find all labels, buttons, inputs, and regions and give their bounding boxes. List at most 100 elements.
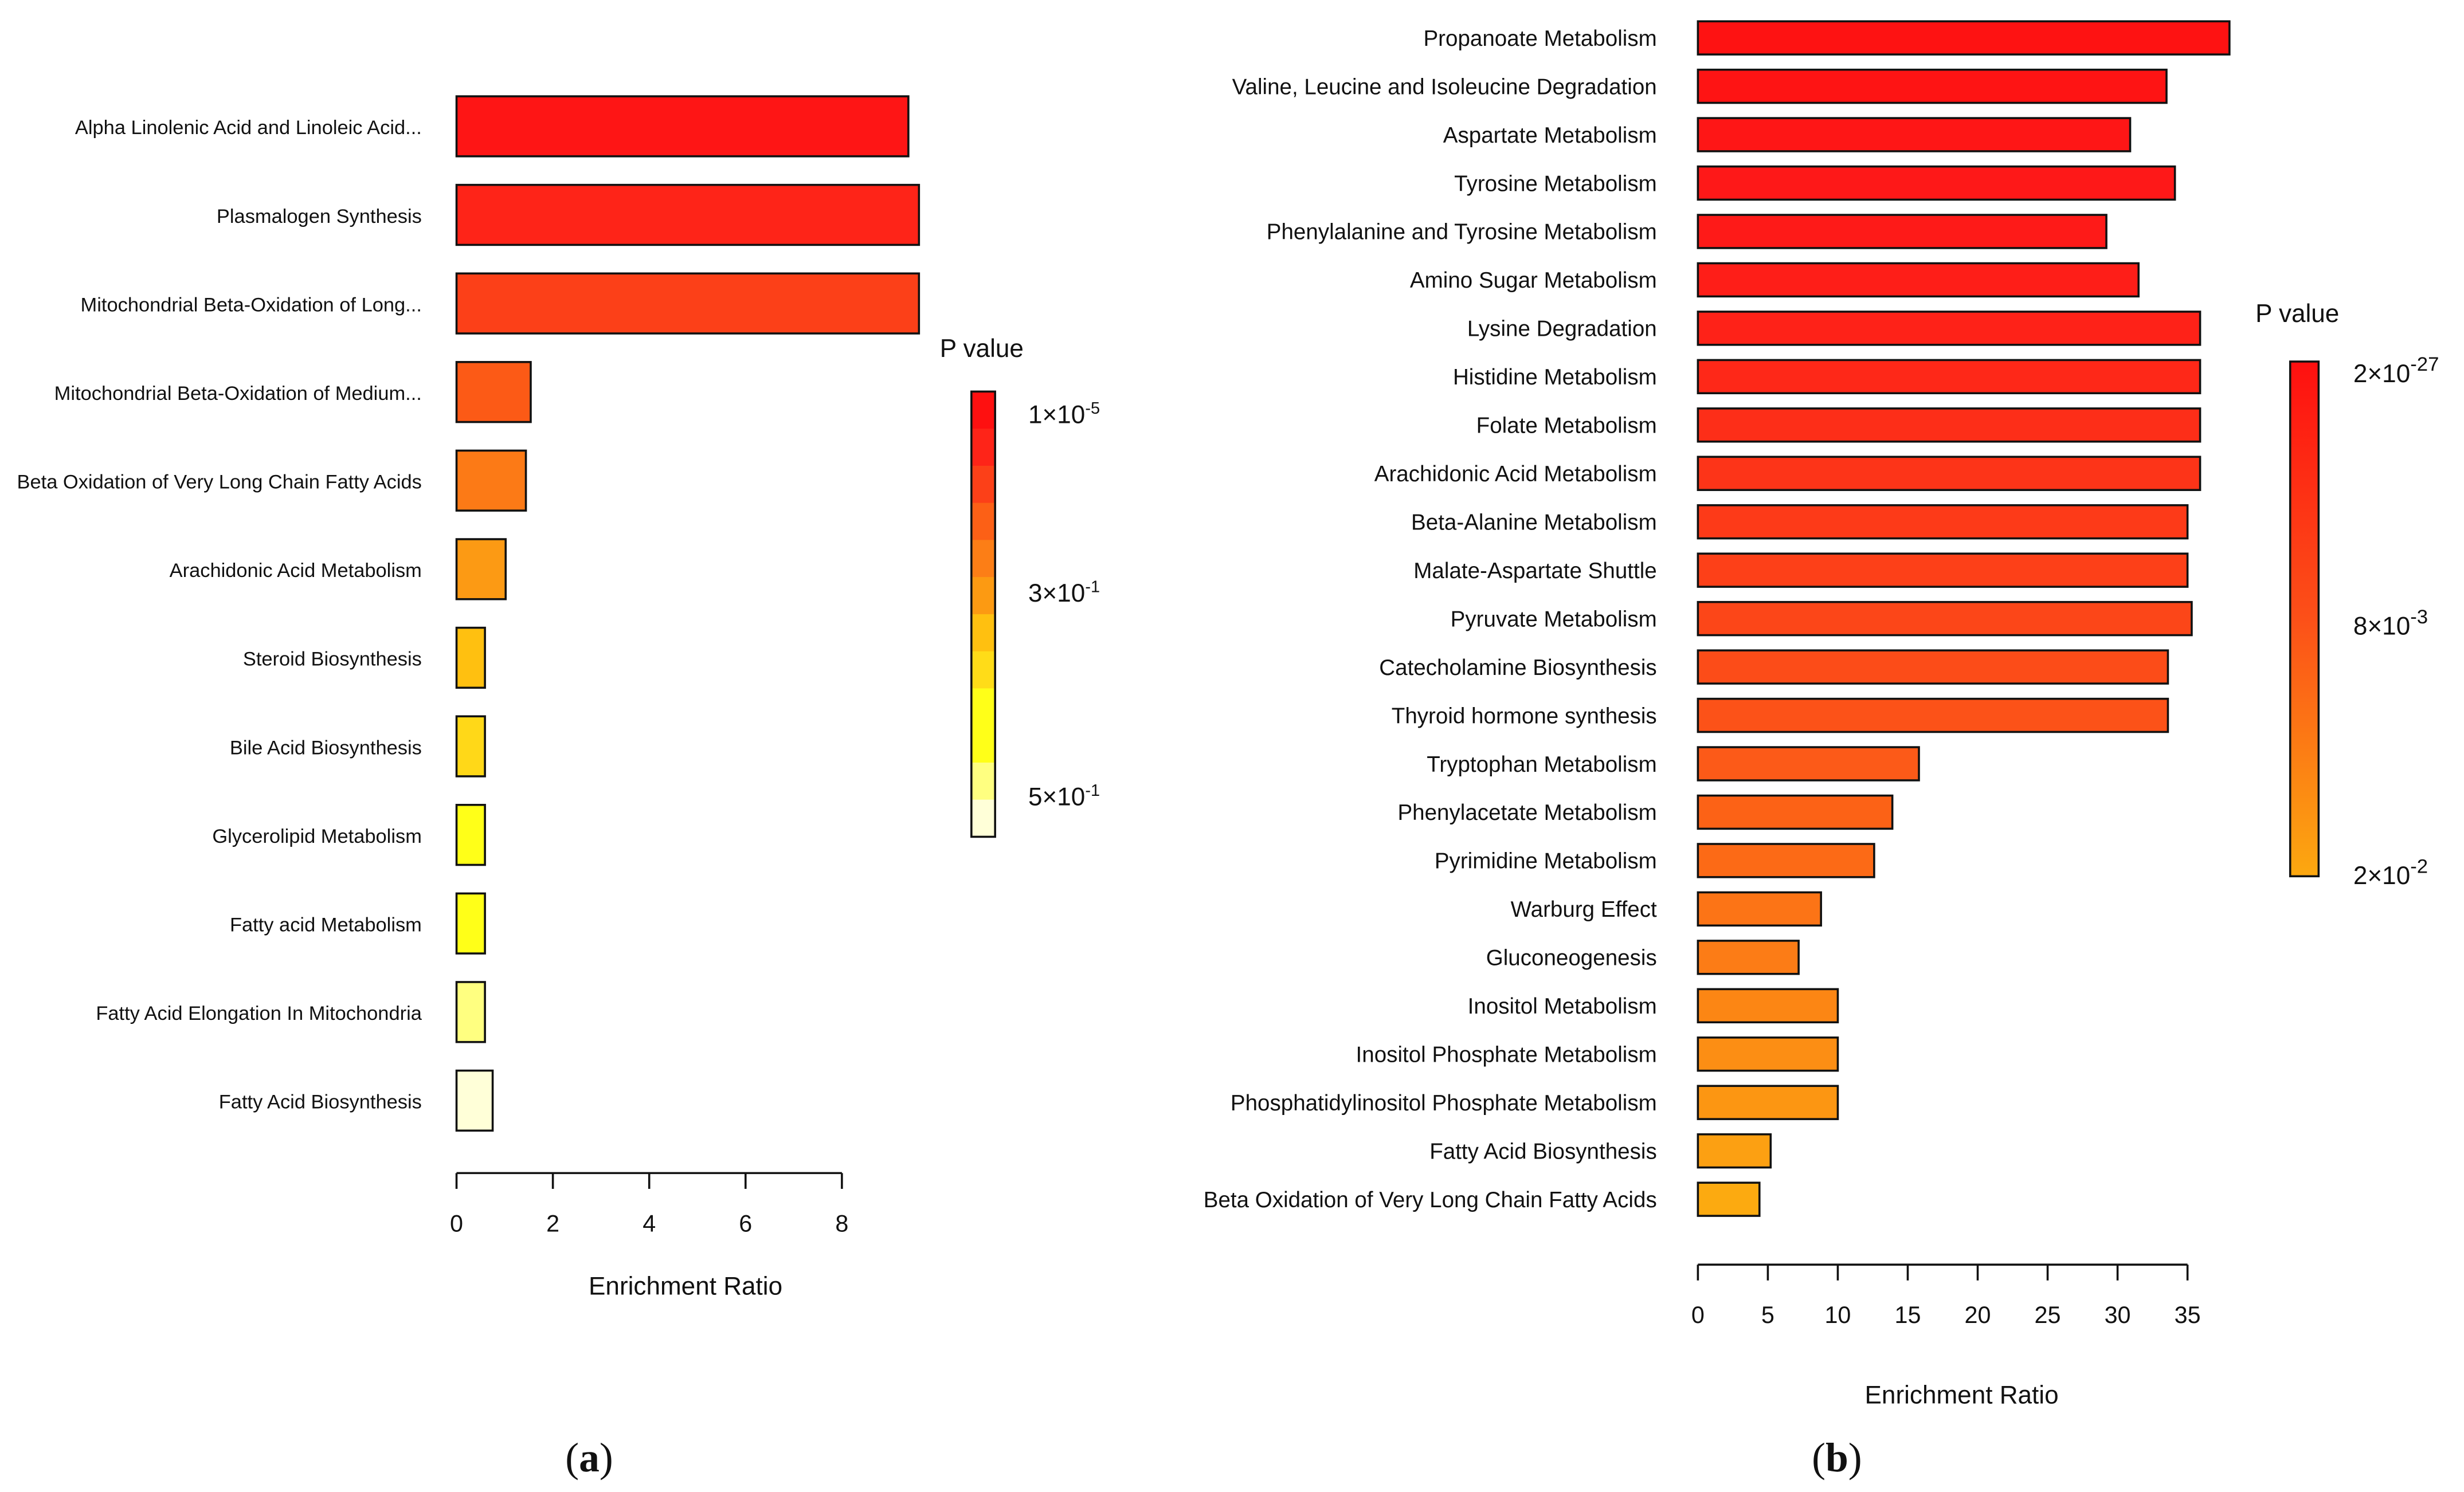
- bar: [1697, 552, 2189, 588]
- legend-color-step: [971, 540, 996, 578]
- category-label: Steroid Biosynthesis: [243, 649, 422, 670]
- x-tick-label: 15: [1894, 1302, 1921, 1328]
- category-label: Tryptophan Metabolism: [1427, 752, 1657, 777]
- category-label: Aspartate Metabolism: [1443, 123, 1657, 148]
- legend-tick-base: 1×10: [1028, 401, 1085, 429]
- x-tick-label: 20: [1965, 1302, 1991, 1328]
- category-label: Gluconeogenesis: [1486, 946, 1657, 971]
- bar: [1697, 600, 2193, 637]
- x-tick-label: 35: [2175, 1302, 2201, 1328]
- legend-color-step: [971, 614, 996, 653]
- bar: [1697, 359, 2201, 395]
- category-label: Fatty acid Metabolism: [230, 914, 422, 936]
- bar: [1697, 649, 2169, 685]
- legend-color-step: [971, 725, 996, 764]
- bar: [1697, 165, 2176, 201]
- legend-color-step: [971, 391, 996, 430]
- category-label: Phenylacetate Metabolism: [1397, 800, 1656, 825]
- bar: [1697, 697, 2169, 733]
- bar: [1697, 1036, 1839, 1072]
- bar: [455, 715, 486, 778]
- category-label: Valine, Leucine and Isoleucine Degradati…: [1232, 74, 1657, 99]
- legend-tick-exponent: -27: [2410, 354, 2439, 375]
- category-label: Thyroid hormone synthesis: [1392, 704, 1657, 728]
- legend-color-step: [971, 688, 996, 727]
- bar: [455, 538, 507, 600]
- category-label: Pyrimidine Metabolism: [1435, 849, 1657, 874]
- bar: [455, 95, 910, 158]
- bar: [1697, 988, 1839, 1024]
- legend-color-step: [971, 762, 996, 801]
- category-label: Arachidonic Acid Metabolism: [170, 560, 422, 582]
- bar: [455, 183, 920, 246]
- bar: [1697, 311, 2201, 346]
- bar: [1697, 456, 2201, 491]
- x-tick-label: 10: [1824, 1302, 1851, 1328]
- legend-tick-exponent: -1: [1085, 782, 1100, 800]
- bar: [1697, 214, 2107, 249]
- bar: [455, 892, 486, 955]
- category-label: Bile Acid Biosynthesis: [230, 737, 422, 759]
- panel-b-chart: Propanoate Metabolism Valine, Leucine and…: [1204, 20, 2439, 1409]
- bar: [455, 1069, 494, 1132]
- bar: [1697, 891, 1822, 927]
- x-tick-label: 30: [2105, 1302, 2131, 1328]
- category-label: Inositol Phosphate Metabolism: [1356, 1043, 1657, 1067]
- legend-tick-label: 2×10-27: [2353, 354, 2439, 388]
- bar: [1697, 1085, 1839, 1120]
- panel-a-chart: Alpha Linolenic Acid and Linoleic Acid..…: [17, 95, 1100, 1301]
- category-label: Phenylalanine and Tyrosine Metabolism: [1267, 220, 1657, 245]
- legend-tick-label: 8×10-3: [2353, 606, 2428, 641]
- x-tick-label: 4: [643, 1210, 656, 1236]
- category-label: Beta-Alanine Metabolism: [1411, 510, 1657, 535]
- legend-tick-exponent: -1: [1085, 578, 1100, 596]
- legend-title: P value: [2255, 300, 2339, 328]
- bar: [1697, 262, 2140, 298]
- category-label: Inositol Metabolism: [1468, 994, 1657, 1019]
- bar: [1697, 504, 2189, 540]
- category-label: Folate Metabolism: [1476, 414, 1657, 438]
- bar: [1697, 1181, 1761, 1217]
- legend-colorbar-border: [970, 390, 996, 838]
- category-label: Histidine Metabolism: [1453, 365, 1657, 390]
- category-label: Fatty Acid Biosynthesis: [1429, 1139, 1657, 1164]
- legend-color-step: [971, 429, 996, 467]
- legend-color-step: [971, 577, 996, 615]
- legend-tick-exponent: -2: [2410, 855, 2428, 877]
- x-axis-title: Enrichment Ratio: [1865, 1381, 2059, 1409]
- category-label: Amino Sugar Metabolism: [1410, 268, 1657, 293]
- category-label: Propanoate Metabolism: [1423, 26, 1656, 51]
- category-label: Beta Oxidation of Very Long Chain Fatty …: [1204, 1188, 1657, 1212]
- category-label: Fatty Acid Elongation In Mitochondria: [96, 1003, 422, 1024]
- legend-tick-base: 8×10: [2353, 612, 2410, 641]
- legend-tick-label: 1×10-5: [1028, 399, 1100, 429]
- x-tick-label: 25: [2035, 1302, 2061, 1328]
- category-label: Glycerolipid Metabolism: [212, 826, 422, 847]
- legend-tick-base: 2×10: [2353, 360, 2410, 388]
- category-label: Beta Oxidation of Very Long Chain Fatty …: [17, 472, 422, 493]
- legend-tick-base: 3×10: [1028, 579, 1085, 607]
- legend-tick-label: 2×10-2: [2353, 855, 2428, 890]
- legend-tick-label: 3×10-1: [1028, 578, 1100, 607]
- category-label: Catecholamine Biosynthesis: [1379, 655, 1656, 680]
- category-label: Pyruvate Metabolism: [1451, 607, 1657, 631]
- bar: [455, 449, 527, 512]
- legend-tick-label: 5×10-1: [1028, 782, 1100, 811]
- bar: [455, 626, 486, 689]
- legend-tick-base: 2×10: [2353, 862, 2410, 890]
- category-label: Plasmalogen Synthesis: [217, 206, 422, 227]
- category-label: Fatty Acid Biosynthesis: [219, 1091, 422, 1113]
- legend-tick-exponent: -5: [1085, 399, 1100, 418]
- bar: [1697, 940, 1800, 975]
- x-tick-label: 5: [1761, 1302, 1774, 1328]
- x-tick-label: 0: [450, 1210, 463, 1236]
- x-axis-title: Enrichment Ratio: [589, 1273, 782, 1301]
- bar: [1697, 117, 2132, 152]
- legend-color-step: [971, 799, 996, 838]
- legend-title: P value: [940, 335, 1024, 363]
- x-tick-label: 2: [546, 1210, 559, 1236]
- bar: [1697, 746, 1920, 782]
- category-label: Mitochondrial Beta-Oxidation of Long...: [81, 294, 422, 316]
- legend-colorbar-border: [2289, 360, 2320, 878]
